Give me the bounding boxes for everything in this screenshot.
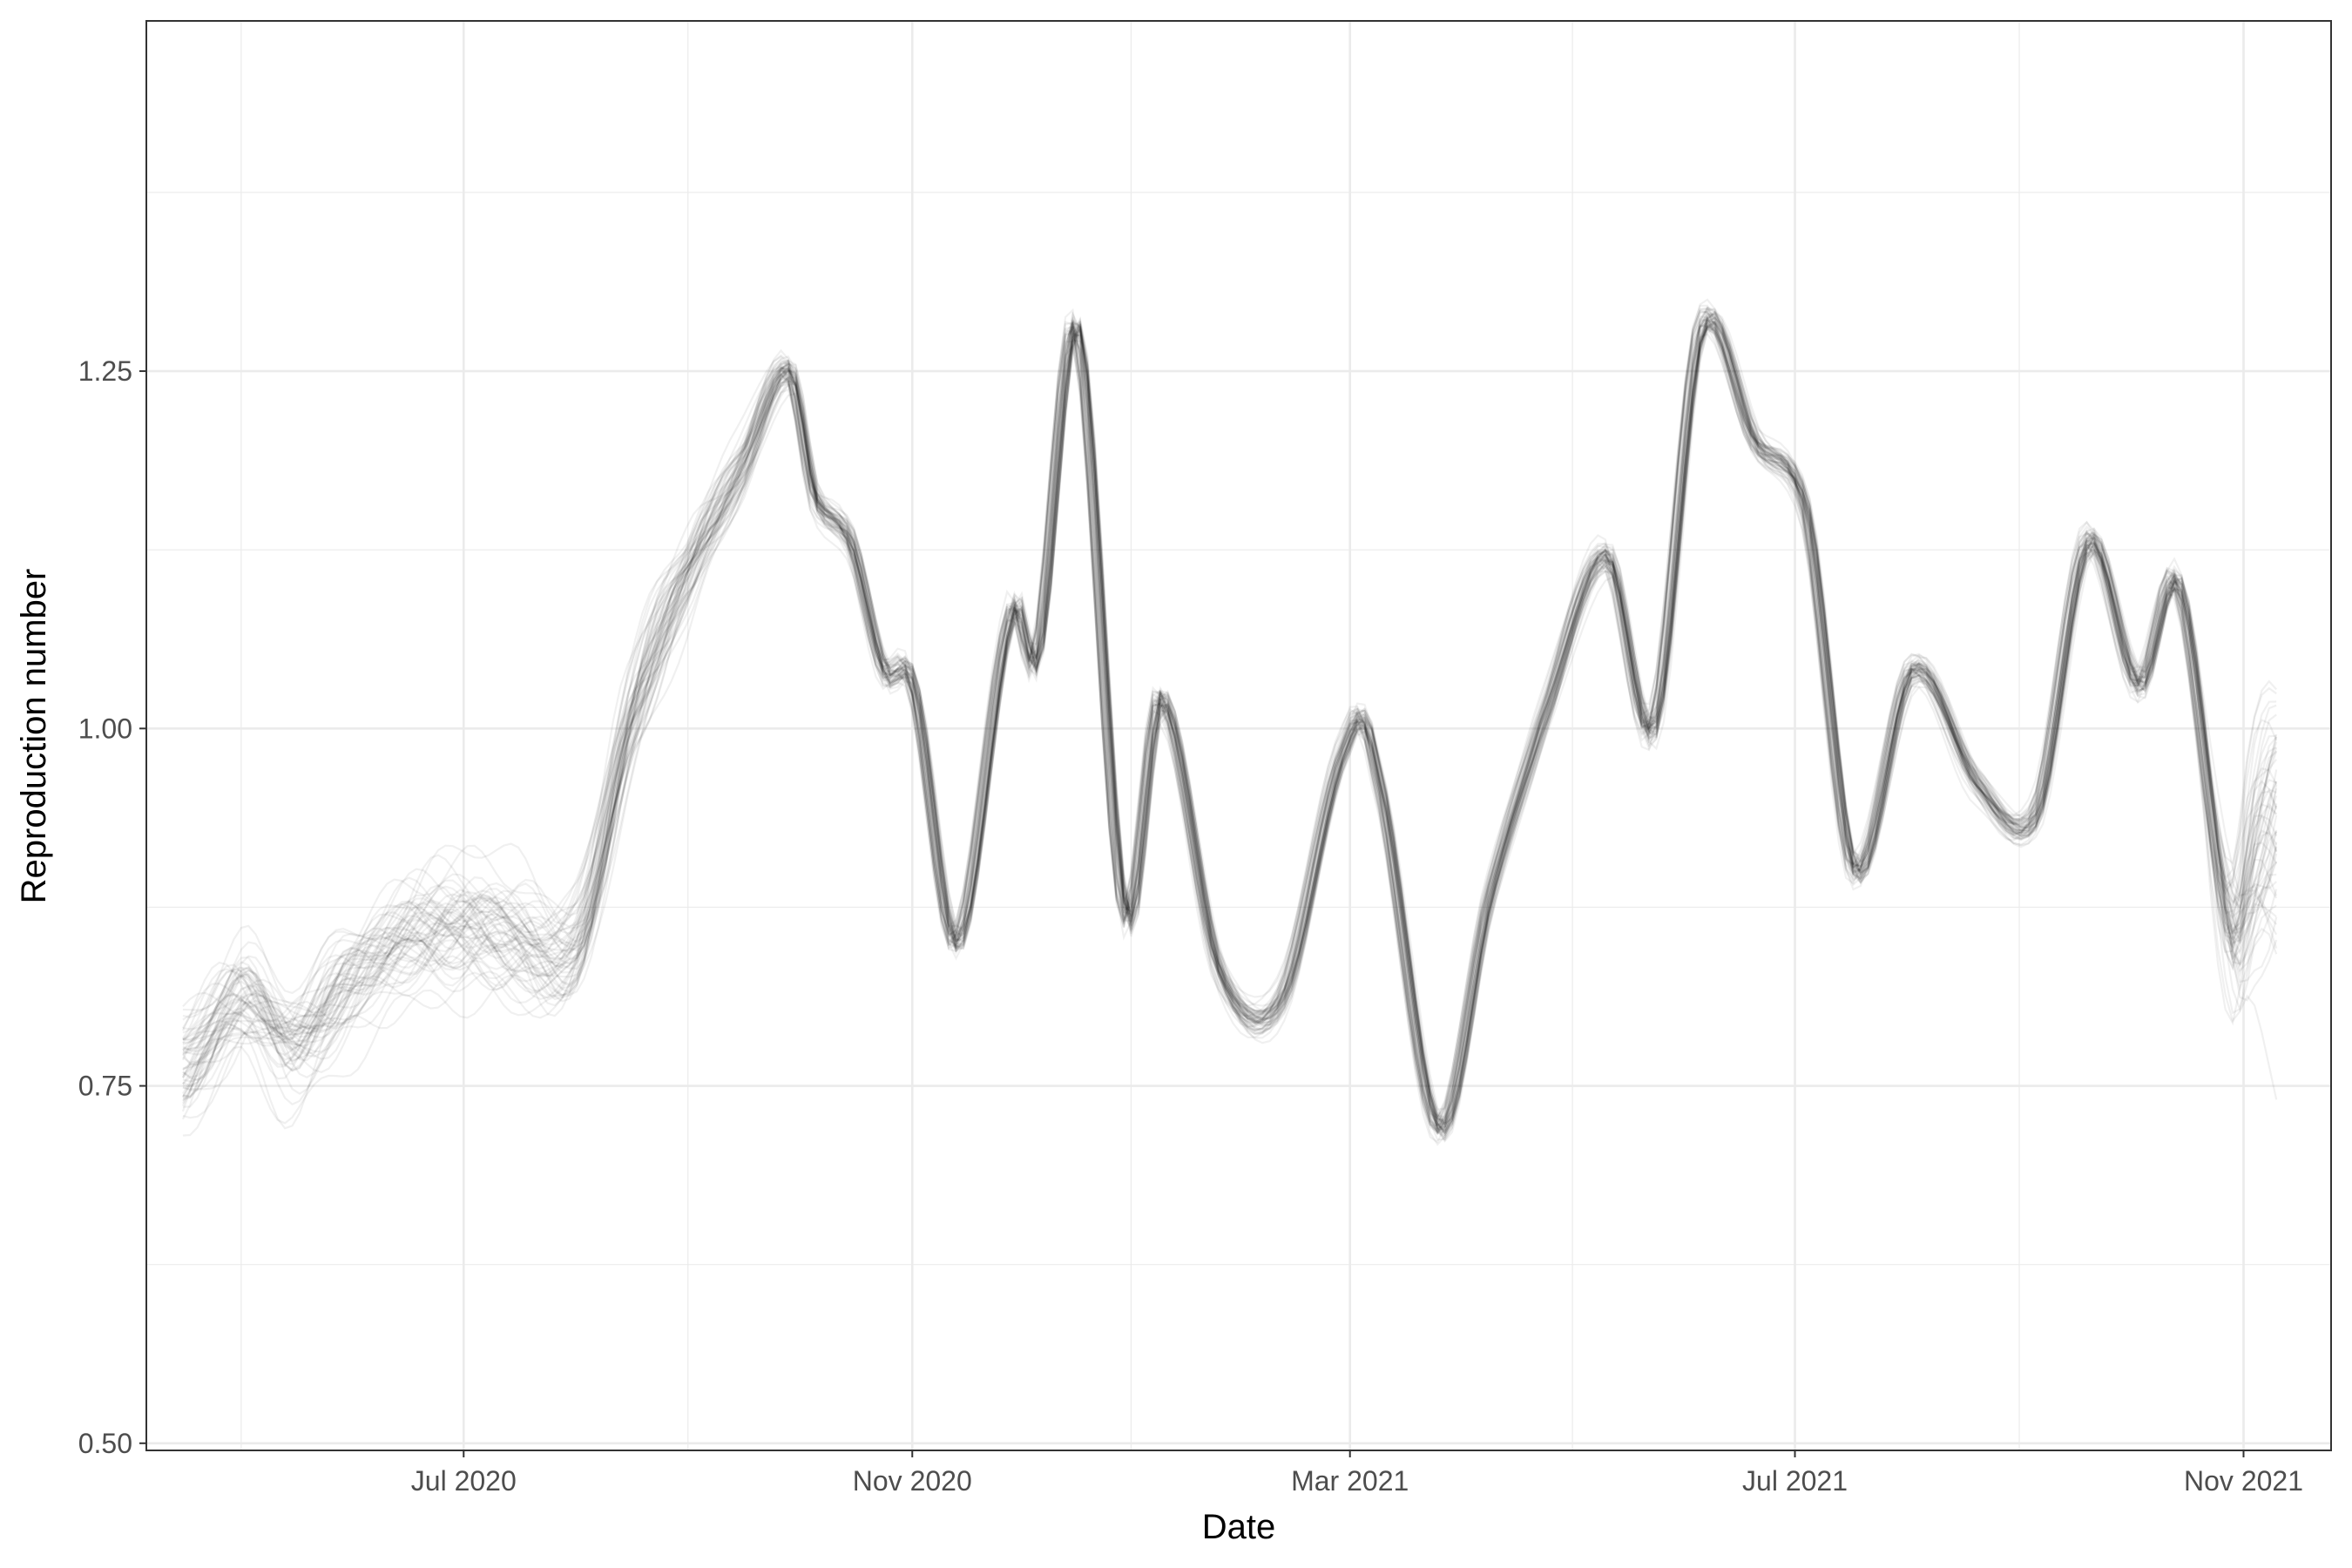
trajectory-line — [181, 321, 2278, 1132]
trajectory-line — [182, 324, 2278, 1132]
trajectory-line — [182, 309, 2278, 1120]
trajectory-line — [182, 311, 2278, 1124]
trajectory-line — [182, 307, 2278, 1118]
trajectory-line — [182, 328, 2278, 1141]
trajectory-line — [181, 322, 2278, 1139]
trajectory-line — [181, 312, 2278, 1135]
x-tick-label: Mar 2021 — [1291, 1465, 1409, 1497]
y-tick-label: 0.75 — [78, 1071, 132, 1102]
trajectory-line — [182, 321, 2278, 1129]
trajectory-line — [181, 324, 2278, 1134]
trajectory-line — [181, 311, 2278, 1135]
trajectory-line — [182, 310, 2278, 1131]
trajectory-line — [181, 325, 2278, 1139]
trajectory-line — [182, 322, 2277, 1119]
trajectory-line — [181, 324, 2278, 1136]
trajectory-line — [182, 306, 2278, 1111]
trajectory-line — [182, 313, 2278, 1135]
trajectory-line — [181, 321, 2278, 1142]
trajectory-line — [182, 317, 2278, 1129]
y-axis: 0.50 0.75 1.00 1.25 — [78, 355, 146, 1459]
trajectory-line — [182, 321, 2277, 1137]
trajectory-line — [182, 321, 2277, 1125]
trajectory-line — [182, 316, 2277, 1141]
trajectory-line — [182, 315, 2277, 1127]
trajectory-line — [182, 307, 2277, 1121]
trajectory-line — [181, 312, 2278, 1126]
trajectory-line — [182, 308, 2277, 1132]
x-tick-label: Nov 2021 — [2184, 1465, 2303, 1497]
x-tick-label: Nov 2020 — [853, 1465, 972, 1497]
trajectory-line — [182, 326, 2278, 1132]
trajectory-line — [181, 319, 2278, 1143]
trajectory-line — [182, 322, 2278, 1133]
trajectory-line — [182, 308, 2278, 1126]
trajectory-line — [181, 320, 2278, 1120]
trajectory-line — [181, 322, 2278, 1137]
trajectory-line — [182, 324, 2278, 1133]
trajectory-line — [181, 308, 2278, 1128]
trajectory-line — [182, 310, 2278, 1130]
y-axis-title: Reproduction number — [15, 569, 53, 904]
trajectory-line — [181, 322, 2278, 1134]
trajectory-line — [181, 319, 2278, 1135]
y-tick-label: 1.00 — [78, 713, 132, 744]
y-tick-label: 1.25 — [78, 355, 132, 387]
trajectory-line — [182, 312, 2278, 1134]
sample-trajectories — [181, 298, 2278, 1146]
trajectory-line — [182, 306, 2278, 1129]
trajectory-line — [182, 312, 2278, 1137]
y-tick-label: 0.50 — [78, 1428, 132, 1459]
trajectory-line — [182, 310, 2277, 1125]
trajectory-line — [182, 322, 2278, 1121]
trajectory-line — [182, 320, 2278, 1132]
trajectory-line — [182, 317, 2278, 1134]
trajectory-line — [182, 333, 2278, 1146]
trajectory-line — [182, 298, 2278, 1136]
x-axis-title: Date — [1202, 1508, 1276, 1546]
trajectory-line — [182, 317, 2277, 1119]
trajectory-line — [182, 316, 2277, 1125]
trajectory-line — [182, 321, 2277, 1132]
trajectory-line — [182, 320, 2278, 1131]
trajectory-line — [182, 315, 2277, 1127]
trajectory-line — [182, 318, 2278, 1144]
grid-lines — [146, 21, 2331, 1450]
trajectory-line — [182, 325, 2277, 1125]
x-tick-label: Jul 2020 — [411, 1465, 517, 1497]
plot-panel-border — [145, 20, 2332, 1451]
trajectory-line — [181, 314, 2278, 1135]
trajectory-line — [182, 304, 2278, 1127]
x-tick-label: Jul 2021 — [1742, 1465, 1848, 1497]
trajectory-line — [182, 328, 2278, 1123]
x-axis: Jul 2020 Nov 2020 Mar 2021 Jul 2021 Nov 2021 — [411, 1450, 2303, 1497]
trajectory-line — [182, 316, 2278, 1126]
trajectory-line — [182, 316, 2277, 1134]
trajectory-line — [182, 316, 2278, 1130]
trajectory-line — [182, 317, 2278, 1127]
